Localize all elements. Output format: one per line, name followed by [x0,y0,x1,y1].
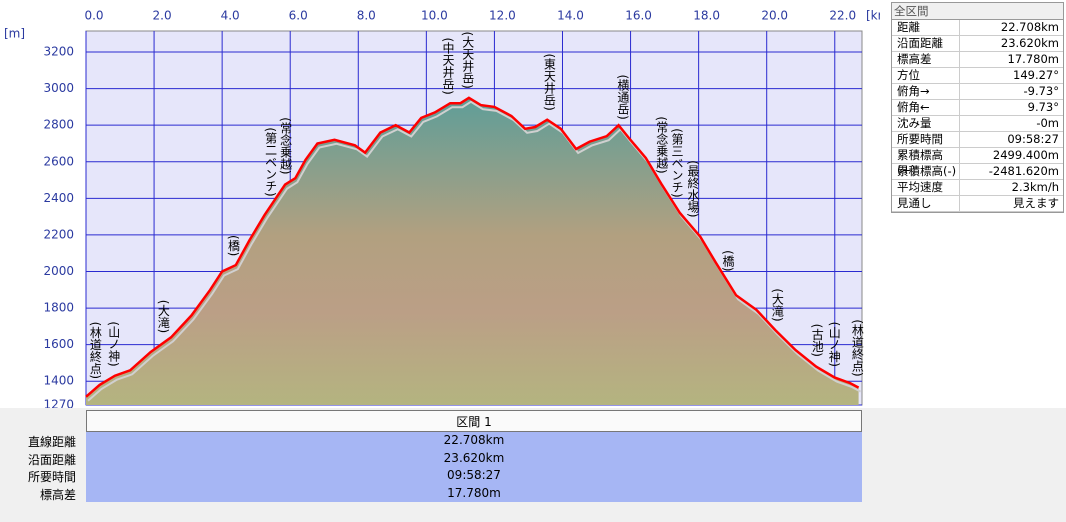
section-label: 標高差 [39,487,76,502]
y-tick-label: 1400 [43,374,74,388]
annotation: (大滝) [156,300,170,333]
section-label: 所要時間 [27,470,76,484]
annotation: (古池) [810,324,824,357]
annotation: (大滝) [770,288,784,321]
info-value: -0m [1036,116,1059,130]
info-label: 標高差 [892,52,960,67]
x-tick-label: 14.0 [557,9,584,23]
info-row: 方位 149.27° [892,68,1063,84]
y-unit: [m] [4,27,25,41]
info-value: 17.780m [1007,52,1059,66]
info-title: 全区間 [892,3,1063,20]
x-tick-label: 22.0 [829,9,856,23]
x-unit: [km] [866,9,880,23]
annotation: (林道終点) [88,322,102,379]
y-tick-label: 2000 [43,264,74,278]
y-tick-label: 2800 [43,118,74,132]
x-tick-label: 20.0 [761,9,788,23]
info-value: 149.27° [1013,68,1059,82]
annotation: (最終水場) [686,160,700,217]
annotation: (常念乗越) [655,116,669,173]
info-label: 方位 [892,68,960,83]
section-area: 区間 1 22.708km 23.620km 09:58:27 17.780m 直線距… [0,408,1066,522]
section-value: 09:58:27 [86,467,862,485]
info-value: 9.73° [1027,100,1059,114]
info-row: 平均速度 2.3km/h [892,180,1063,196]
y-tick-label: 3200 [43,45,74,59]
x-tick-label: 2.0 [153,9,172,23]
info-label: 累積標高(-) [892,164,960,179]
info-value: -9.73° [1023,84,1059,98]
y-tick-label: 2400 [43,191,74,205]
x-tick-label: 12.0 [489,9,516,23]
info-row: 累積標高(-) -2481.620m [892,164,1063,180]
profile-line [85,96,860,398]
info-label: 沈み量 [892,116,960,131]
info-value: 2.3km/h [1011,180,1059,194]
y-tick-label: 2200 [43,227,74,241]
info-label: 平均速度 [892,180,960,195]
annotation: (橋) [227,235,241,256]
annotation: (大天井岳) [461,31,475,88]
info-value: 22.708km [1000,20,1059,34]
info-label: 見通し [892,196,960,211]
section-header: 区間 1 [86,410,862,432]
x-tick-label: 10.0 [421,9,448,23]
info-row: 沿面距離 23.620km [892,36,1063,52]
section-label: 沿面距離 [27,452,76,467]
info-value: 2499.400m [992,148,1059,162]
info-value: -2481.620m [988,164,1059,178]
info-label: 距離 [892,20,960,35]
info-row: 標高差 17.780m [892,52,1063,68]
annotation: (第二ベンチ) [264,127,278,196]
info-row: 所要時間 09:58:27 [892,132,1063,148]
annotation: (山ノ神) [107,321,121,366]
info-label: 所要時間 [892,132,960,147]
section-value: 17.780m [86,484,862,502]
info-label: 俯角→ [892,84,960,99]
x-tick-label: 4.0 [221,9,240,23]
info-label: 俯角← [892,100,960,115]
section-label: 直線距離 [27,435,76,449]
info-row: 累積標高(+) 2499.400m [892,148,1063,177]
annotation: (第三ベンチ) [670,128,684,197]
annotation: (林道終点) [850,319,864,376]
annotation: (山ノ神) [827,322,841,367]
annotation: (橋) [721,250,735,271]
info-value: 23.620km [1000,36,1059,50]
y-tick-label: 1800 [43,301,74,315]
annotation: (横通岳) [616,75,630,120]
info-label: 累積標高(+) [892,148,960,177]
y-tick-label: 3000 [43,81,74,95]
section-value: 23.620km [86,449,862,467]
info-panel: 全区間 距離 22.708km 沿面距離 23.620km 標高差 17.780m 方位 14… [891,2,1064,213]
y-tick-label: 2600 [43,154,74,168]
info-row: 見通し 見えます [892,196,1063,212]
x-tick-label: 8.0 [357,9,376,23]
x-tick-label: 18.0 [693,9,720,23]
annotation: (常念乗越) [279,117,293,174]
area-fill [86,97,859,406]
info-value: 見えます [1013,196,1059,210]
info-row: 俯角← 9.73° [892,100,1063,116]
y-tick-label: 1600 [43,337,74,351]
x-tick-label: 6.0 [289,9,308,23]
section-value: 22.708km [86,432,862,450]
y-tick-label: 1270 [43,398,74,409]
section-table: 区間 1 22.708km 23.620km 09:58:27 17.780m [86,410,862,502]
info-label: 沿面距離 [892,36,960,51]
info-row: 距離 22.708km [892,20,1063,36]
info-value: 09:58:27 [1007,132,1059,146]
annotation: (東天井岳) [542,53,556,110]
info-row: 沈み量 -0m [892,116,1063,132]
chart: [m] [km] (林道終点)(山ノ神)(大滝)(橋)(第二ベンチ)(常念乗越)… [4,9,880,409]
x-tick-label: 16.0 [625,9,652,23]
annotation: (中天井岳) [441,37,455,94]
x-tick-label: 0.0 [84,9,103,23]
info-row: 俯角→ -9.73° [892,84,1063,100]
